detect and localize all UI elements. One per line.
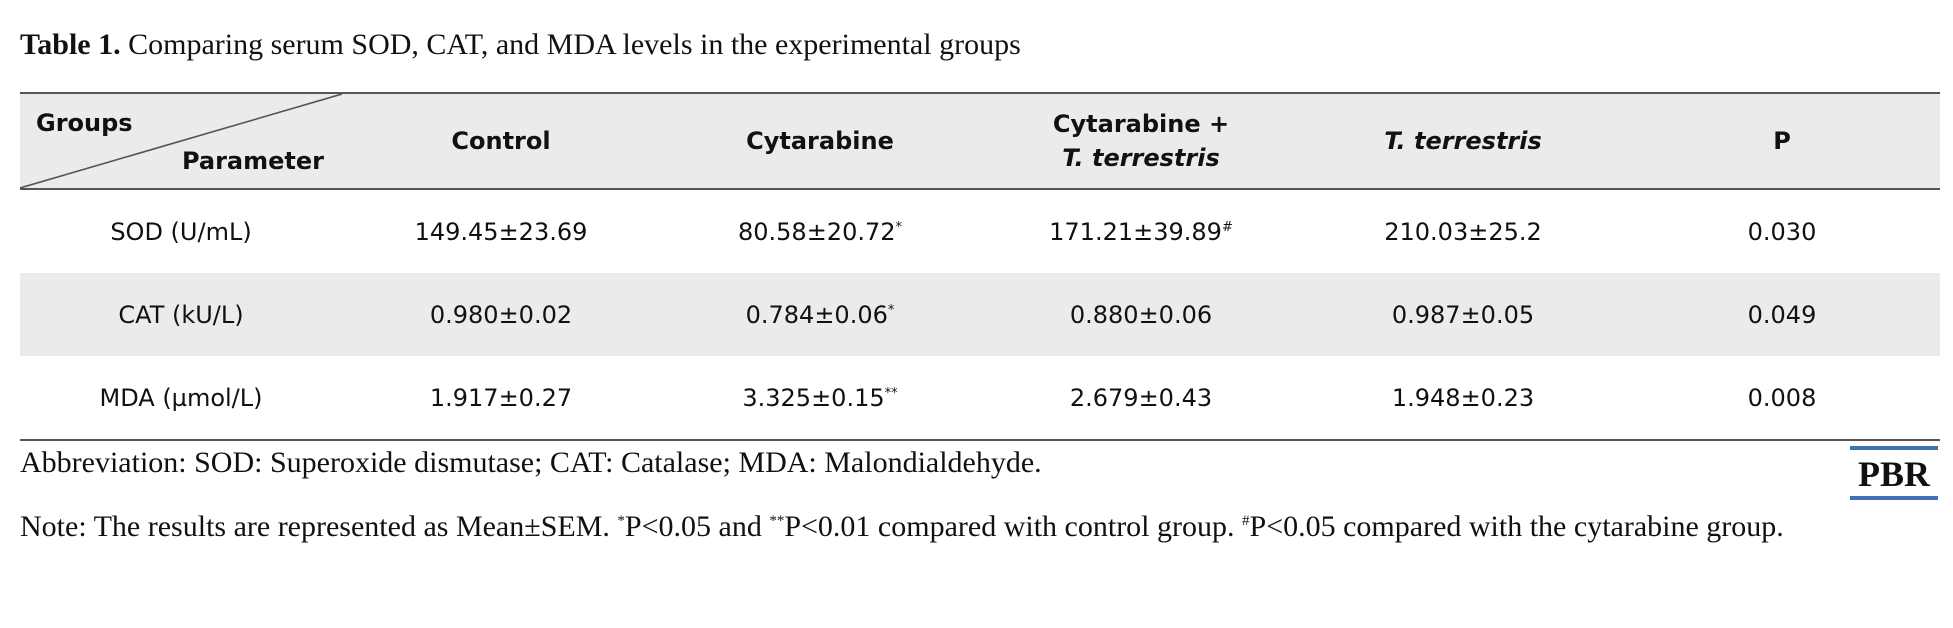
- logo-bar-bottom: [1850, 496, 1938, 500]
- table-note: Note: The results are represented as Mea…: [20, 510, 1784, 543]
- table-header-row: Groups Parameter Control Cytarabine Cyta…: [20, 92, 1940, 190]
- logo-text: PBR: [1858, 454, 1930, 494]
- tt-cell: 0.987±0.05: [1391, 300, 1535, 329]
- control-cell: 1.917±0.27: [342, 356, 660, 441]
- table-row-mda: MDA (µmol/L) 1.917±0.27 3.325±0.15** 2.6…: [20, 356, 1940, 441]
- col-header-control: Control: [342, 92, 660, 190]
- groups-label: Groups: [36, 109, 133, 137]
- significance-mark: *: [887, 302, 895, 318]
- cytarabine-cell: 80.58±20.72*: [737, 217, 903, 246]
- tt-cell: 210.03±25.2: [1384, 217, 1542, 246]
- pbr-logo: PBR: [1850, 446, 1938, 500]
- table-caption-label: Table 1.: [20, 28, 121, 61]
- row-param-cell: SOD (U/mL): [110, 217, 252, 246]
- col-header-combo-line1: Cytarabine +: [1052, 110, 1230, 138]
- combo-cell: 0.880±0.06: [1069, 300, 1213, 329]
- significance-mark: *: [895, 219, 903, 235]
- table-caption-text: Comparing serum SOD, CAT, and MDA levels…: [120, 28, 1021, 61]
- control-cell: 149.45±23.69: [414, 217, 588, 246]
- control-cell: 0.980±0.02: [429, 300, 573, 329]
- p-value-cell: 0.049: [1747, 300, 1817, 329]
- row-param-cell: MDA (µmol/L): [20, 356, 342, 441]
- results-table: Groups Parameter Control Cytarabine Cyta…: [20, 92, 1940, 441]
- cytarabine-cell: 3.325±0.15**: [660, 356, 980, 441]
- note-mark-double: **: [769, 513, 785, 529]
- table-caption: Table 1. Comparing serum SOD, CAT, and M…: [20, 28, 1021, 62]
- note-mark-hash: #: [1242, 513, 1250, 529]
- corner-header-cell: Groups Parameter: [20, 92, 342, 190]
- diagonal-divider: [20, 94, 342, 188]
- p-value-cell: 0.030: [1747, 217, 1817, 246]
- significance-mark: **: [884, 385, 898, 401]
- p-value-cell: 0.008: [1624, 356, 1940, 441]
- logo-bar-top: [1850, 446, 1938, 450]
- combo-cell: 2.679±0.43: [980, 356, 1302, 441]
- col-header-cytarabine-tt: Cytarabine + T. terrestris: [980, 92, 1302, 190]
- table-row-sod: SOD (U/mL) 149.45±23.69 80.58±20.72* 171…: [20, 189, 1940, 273]
- col-header-combo-line2: T. terrestris: [1062, 144, 1220, 172]
- note-mark-single: *: [617, 513, 625, 529]
- combo-cell: 171.21±39.89#: [1049, 217, 1233, 246]
- significance-mark: #: [1221, 219, 1233, 235]
- tt-cell: 1.948±0.23: [1302, 356, 1624, 441]
- col-header-tt: T. terrestris: [1302, 92, 1624, 190]
- col-header-p: P: [1624, 92, 1940, 190]
- row-param-cell: CAT (kU/L): [118, 300, 244, 329]
- table-row-cat: CAT (kU/L) 0.980±0.02 0.784±0.06* 0.880±…: [20, 273, 1940, 356]
- col-header-cytarabine: Cytarabine: [660, 92, 980, 190]
- abbreviation-line: Abbreviation: SOD: Superoxide dismutase;…: [20, 446, 1042, 479]
- parameter-label: Parameter: [181, 147, 324, 175]
- cytarabine-cell: 0.784±0.06*: [745, 300, 895, 329]
